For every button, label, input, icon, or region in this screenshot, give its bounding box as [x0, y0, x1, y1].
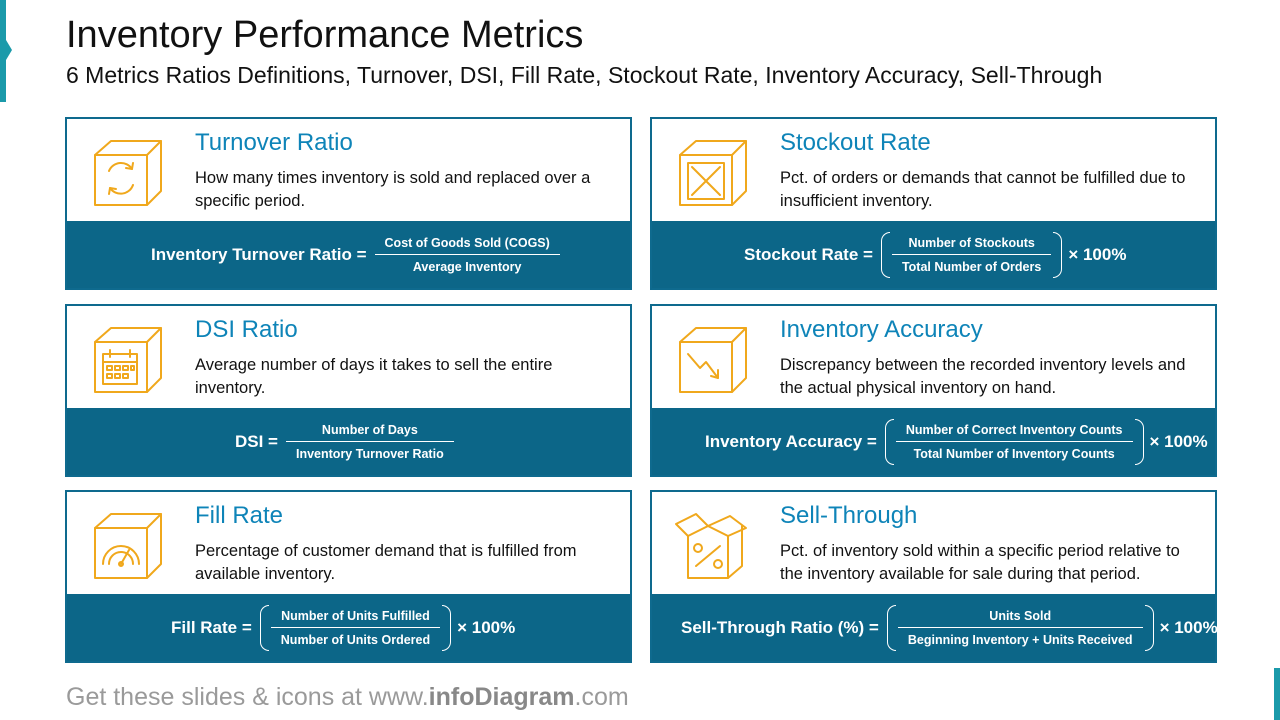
card-description: Average number of days it takes to sell …: [195, 356, 553, 397]
formula-numerator: Cost of Goods Sold (COGS): [384, 235, 550, 250]
formula-band: Stockout Rate = Number of Stockouts Tota…: [652, 221, 1215, 288]
formula-band: Inventory Turnover Ratio = Cost of Goods…: [67, 221, 630, 288]
card-description: Percentage of customer demand that is fu…: [195, 542, 577, 583]
metric-card-stockout-rate: Stockout Rate Pct. of orders or demands …: [650, 117, 1217, 290]
card-title: Turnover Ratio: [195, 129, 353, 156]
formula-fraction: Number of Units Fulfilled Number of Unit…: [270, 608, 441, 647]
fraction-bar: [891, 253, 1052, 255]
formula: Inventory Accuracy = Number of Correct I…: [705, 408, 1208, 475]
card-title: DSI Ratio: [195, 316, 298, 343]
formula-denominator: Average Inventory: [412, 259, 522, 274]
metric-card-turnover-ratio: Turnover Ratio How many times inventory …: [65, 117, 632, 290]
footer-brand: infoDiagram: [428, 683, 575, 711]
card-description: How many times inventory is sold and rep…: [195, 169, 591, 210]
formula: Inventory Turnover Ratio = Cost of Goods…: [151, 221, 560, 288]
formula-denominator: Inventory Turnover Ratio: [296, 446, 444, 461]
footer-prefix: Get these slides & icons at www.: [66, 683, 429, 711]
left-parenthesis: [880, 231, 890, 278]
metric-card-fill-rate: Fill Rate Percentage of customer demand …: [65, 490, 632, 663]
formula-denominator: Total Number of Orders: [901, 259, 1042, 274]
calendar-box-icon: [89, 320, 167, 398]
metric-card-dsi-ratio: DSI Ratio Average number of days it take…: [65, 304, 632, 477]
formula-label: Sell-Through Ratio (%) =: [681, 617, 879, 637]
formula-band: Fill Rate = Number of Units Fulfilled Nu…: [67, 594, 630, 661]
right-parenthesis: [1053, 231, 1063, 278]
right-parenthesis: [1144, 604, 1154, 651]
left-accent-arrow: [6, 40, 12, 60]
formula-fraction: Units Sold Beginning Inventory + Units R…: [897, 608, 1143, 647]
decline-box-icon: [674, 320, 752, 398]
card-title: Fill Rate: [195, 502, 284, 529]
formula-denominator: Number of Units Ordered: [280, 632, 431, 647]
page-subtitle: 6 Metrics Ratios Definitions, Turnover, …: [66, 62, 1103, 88]
formula-fraction: Cost of Goods Sold (COGS) Average Invent…: [374, 235, 560, 274]
formula-fraction: Number of Correct Inventory Counts Total…: [895, 422, 1133, 461]
fraction-bar: [897, 626, 1143, 628]
page-title: Inventory Performance Metrics: [66, 14, 584, 56]
metric-card-sell-through: Sell-Through Pct. of inventory sold with…: [650, 490, 1218, 663]
card-description: Discrepancy between the recorded invento…: [780, 356, 1186, 397]
formula-numerator: Units Sold: [989, 608, 1052, 623]
formula: DSI = Number of Days Inventory Turnover …: [235, 408, 454, 475]
card-description: Pct. of orders or demands that cannot be…: [780, 169, 1186, 210]
formula-numerator: Number of Units Fulfilled: [281, 608, 430, 623]
formula-numerator: Number of Days: [321, 422, 418, 437]
card-title: Stockout Rate: [780, 129, 931, 156]
right-accent-bar: [1274, 668, 1280, 720]
formula-multiplier: × 100%: [1068, 244, 1127, 264]
formula-band: Sell-Through Ratio (%) = Units Sold Begi…: [652, 594, 1218, 661]
fraction-bar: [895, 440, 1133, 442]
formula: Sell-Through Ratio (%) = Units Sold Begi…: [681, 594, 1218, 661]
formula: Fill Rate = Number of Units Fulfilled Nu…: [171, 594, 515, 661]
card-title: Inventory Accuracy: [780, 316, 983, 343]
formula-multiplier: × 100%: [1149, 431, 1208, 451]
formula-label: Fill Rate =: [171, 617, 252, 637]
formula-label: Inventory Turnover Ratio =: [151, 244, 367, 264]
formula-band: Inventory Accuracy = Number of Correct I…: [652, 408, 1215, 475]
fraction-bar: [286, 440, 454, 442]
fraction-bar: [270, 626, 441, 628]
formula-multiplier: × 100%: [1159, 617, 1218, 637]
card-description: Pct. of inventory sold within a specific…: [780, 542, 1180, 583]
right-parenthesis: [1134, 418, 1144, 465]
formula-denominator: Total Number of Inventory Counts: [913, 446, 1115, 461]
formula-numerator: Number of Stockouts: [908, 235, 1035, 250]
rotating-box-icon: [89, 133, 167, 211]
formula-fraction: Number of Days Inventory Turnover Ratio: [286, 423, 454, 461]
left-parenthesis: [886, 604, 896, 651]
formula: Stockout Rate = Number of Stockouts Tota…: [744, 221, 1126, 288]
formula-denominator: Beginning Inventory + Units Received: [907, 632, 1133, 647]
gauge-box-icon: [89, 506, 167, 584]
formula-label: Stockout Rate =: [744, 244, 873, 264]
left-accent-bar: [0, 0, 6, 102]
left-parenthesis: [884, 418, 894, 465]
right-parenthesis: [442, 604, 452, 651]
metric-card-inventory-accuracy: Inventory Accuracy Discrepancy between t…: [650, 304, 1217, 477]
formula-multiplier: × 100%: [457, 617, 516, 637]
footer-suffix: .com: [574, 683, 629, 711]
formula-numerator: Number of Correct Inventory Counts: [905, 422, 1123, 437]
percent-open-box-icon: [674, 506, 752, 584]
fraction-bar: [374, 253, 560, 255]
card-title: Sell-Through: [780, 502, 918, 529]
left-parenthesis: [259, 604, 269, 651]
formula-fraction: Number of Stockouts Total Number of Orde…: [891, 235, 1052, 274]
formula-label: DSI =: [235, 431, 278, 451]
crossed-box-icon: [674, 133, 752, 211]
formula-band: DSI = Number of Days Inventory Turnover …: [67, 408, 630, 475]
formula-label: Inventory Accuracy =: [705, 431, 877, 451]
footer-credit: Get these slides & icons at www.infoDiag…: [66, 683, 629, 712]
